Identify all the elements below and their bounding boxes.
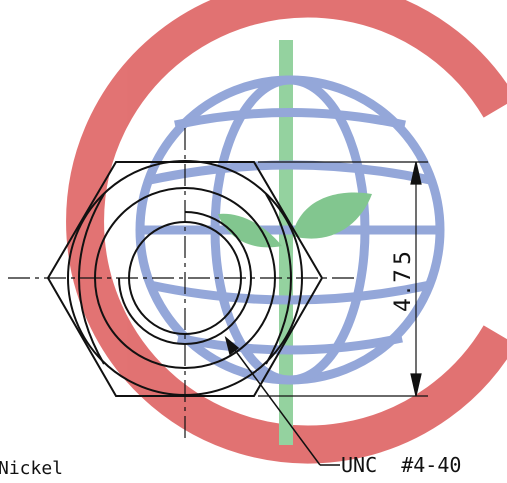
- chamfer-arc-left: [78, 193, 105, 365]
- dimension-value: 4.75: [391, 247, 416, 312]
- dimension: [258, 161, 428, 397]
- material-label: Nickel: [0, 458, 63, 479]
- thread-minor-arc: [118, 211, 252, 345]
- watermark-leaf-right-icon: [292, 192, 372, 239]
- watermark-logo-icon: [66, 0, 507, 464]
- center-lines: [8, 128, 356, 440]
- dimension-arrow-top-icon: [410, 161, 422, 185]
- thread-callout: UNC #4-40: [341, 453, 461, 477]
- watermark-ring-icon: [66, 0, 507, 464]
- dimension-arrow-bottom-icon: [410, 373, 422, 397]
- thread-leader: [224, 335, 340, 466]
- leader-arrow-icon: [224, 335, 240, 356]
- leader-line: [225, 337, 321, 466]
